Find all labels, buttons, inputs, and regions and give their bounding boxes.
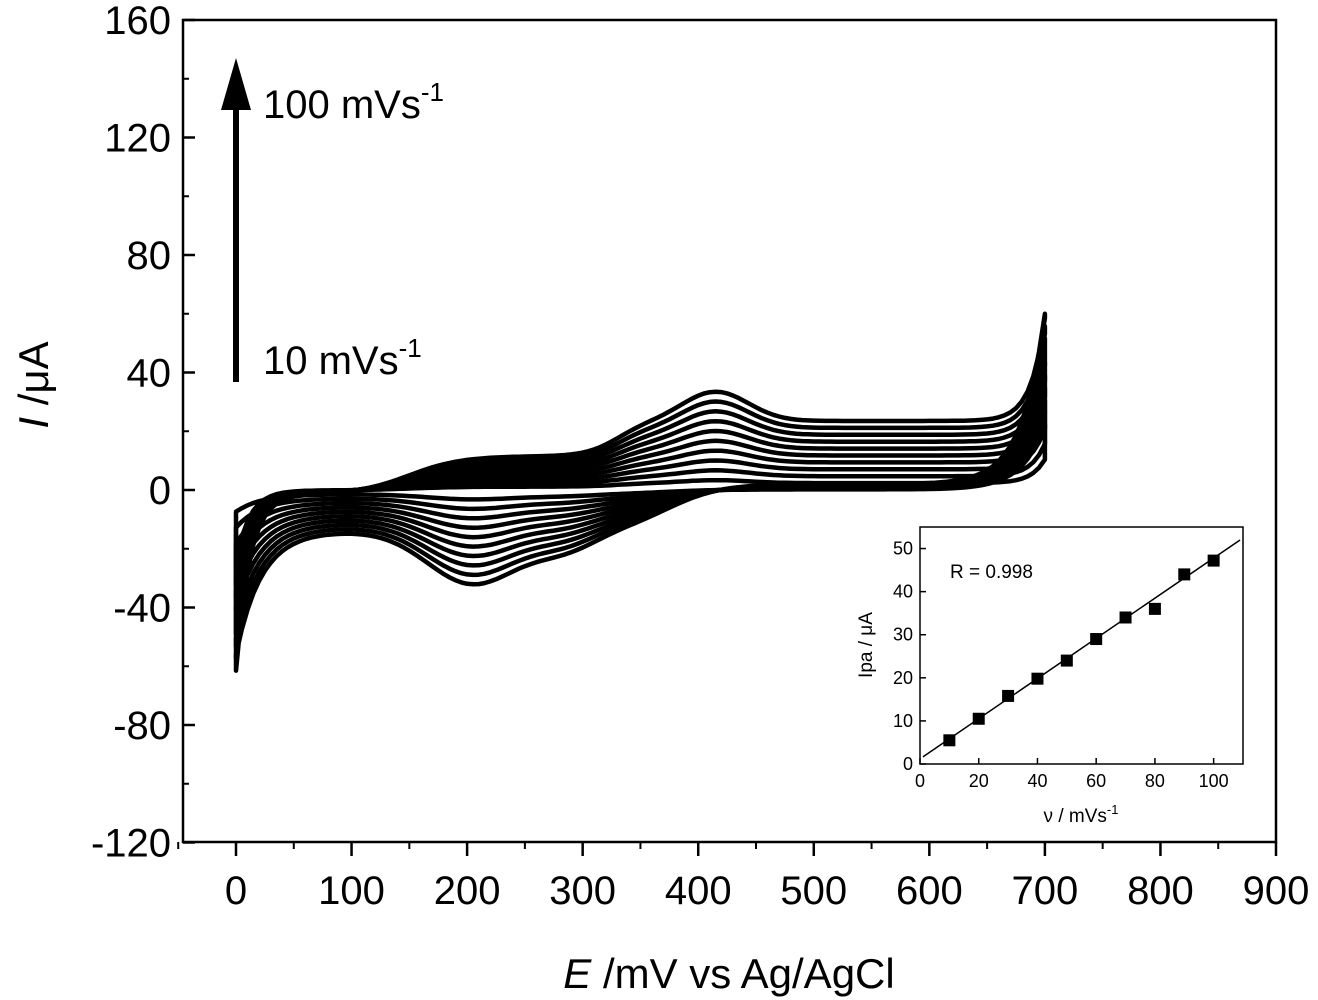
inset-x-tick-label: 100 bbox=[1199, 771, 1229, 791]
inset-data-point bbox=[1002, 689, 1015, 702]
main-x-tick-label: 200 bbox=[434, 869, 501, 913]
inset-x-tick-label: 0 bbox=[915, 771, 925, 791]
main-x-tick-label: 100 bbox=[318, 869, 385, 913]
main-x-tick-label: 600 bbox=[896, 869, 963, 913]
inset-data-point bbox=[972, 712, 985, 725]
inset-data-point bbox=[1031, 672, 1044, 685]
main-x-axis: 0 100 200 300 400 500 600 700 800 900 bbox=[177, 842, 1310, 913]
inset-y-tick-label: 50 bbox=[893, 539, 913, 559]
main-y-axis-label: I /μA bbox=[10, 341, 57, 428]
main-x-tick-label: 500 bbox=[780, 869, 847, 913]
inset-x-tick-label: 60 bbox=[1086, 771, 1106, 791]
inset-data-point bbox=[1090, 633, 1103, 646]
inset-r-annotation: R = 0.998 bbox=[950, 562, 1033, 583]
inset-plot: 0 20 40 60 80 100 0 10 20 30 40 50 R = 0.998 ν / mV… bbox=[856, 526, 1244, 827]
inset-data-point bbox=[1207, 554, 1220, 567]
inset-x-axis-label: ν / mVs-1 bbox=[1044, 802, 1119, 827]
main-y-tick-label: -120 bbox=[91, 822, 171, 866]
inset-y-tick-label: 0 bbox=[903, 754, 913, 774]
main-y-tick-label: 0 bbox=[149, 469, 171, 513]
inset-data-point bbox=[1060, 654, 1073, 667]
main-x-tick-label: 800 bbox=[1127, 869, 1194, 913]
inset-data-point bbox=[943, 734, 956, 747]
inset-axes: 0 20 40 60 80 100 0 10 20 30 40 50 bbox=[893, 539, 1229, 791]
inset-x-tick-label: 20 bbox=[969, 771, 989, 791]
main-y-tick-label: -40 bbox=[113, 587, 171, 631]
inset-data-point bbox=[1119, 611, 1132, 624]
cv-curve-100-mvs bbox=[233, 311, 1048, 673]
main-y-tick-label: 80 bbox=[127, 234, 172, 278]
inset-y-tick-label: 20 bbox=[893, 668, 913, 688]
main-y-tick-label: -80 bbox=[113, 704, 171, 748]
main-x-tick-label: 300 bbox=[549, 869, 616, 913]
inset-data-point bbox=[1148, 602, 1161, 615]
inset-x-tick-label: 80 bbox=[1145, 771, 1165, 791]
main-y-axis: -120 -80 -40 0 40 80 120 160 bbox=[91, 0, 195, 866]
main-x-tick-label: 400 bbox=[665, 869, 732, 913]
inset-data-points bbox=[943, 554, 1220, 747]
inset-data-point bbox=[1178, 568, 1191, 581]
main-x-tick-label: 900 bbox=[1243, 869, 1310, 913]
main-x-axis-label: E /mV vs Ag/AgCl bbox=[563, 950, 894, 997]
inset-y-tick-label: 30 bbox=[893, 625, 913, 645]
inset-y-axis-label: Ipa / μA bbox=[856, 612, 877, 678]
main-x-tick-label: 700 bbox=[1012, 869, 1079, 913]
annotation-10-mvs: 10 mVs-1 bbox=[263, 333, 422, 383]
annotation-100-mvs: 100 mVs-1 bbox=[263, 77, 444, 127]
inset-y-tick-label: 40 bbox=[893, 582, 913, 602]
main-y-tick-label: 160 bbox=[104, 0, 171, 43]
main-y-tick-label: 120 bbox=[104, 117, 171, 161]
scan-rate-arrow-head bbox=[221, 58, 251, 110]
main-x-tick-label: 0 bbox=[225, 869, 247, 913]
inset-x-tick-label: 40 bbox=[1027, 771, 1047, 791]
inset-y-tick-label: 10 bbox=[893, 711, 913, 731]
main-y-tick-label: 40 bbox=[127, 352, 172, 396]
cv-curves bbox=[233, 311, 1048, 673]
